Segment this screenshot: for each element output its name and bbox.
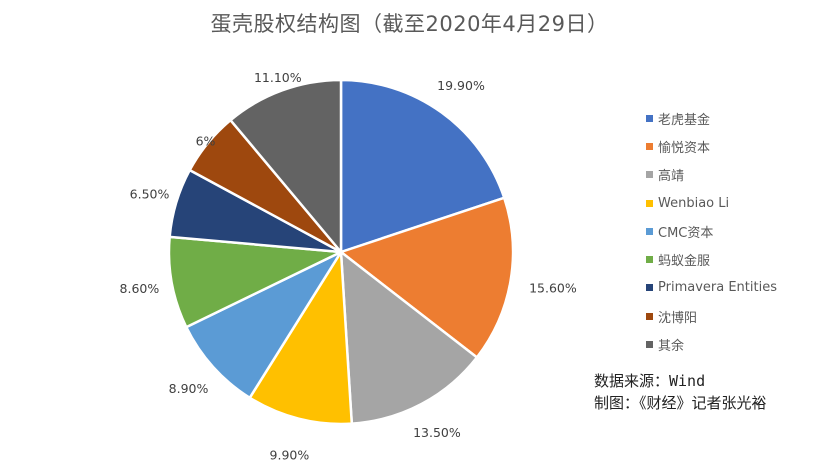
data-labels: 19.90% 15.60% 13.50% 9.90% 8.90% 8.60% 6.50% 6%… xyxy=(120,70,577,463)
data-label: 8.90% xyxy=(169,381,209,396)
pie-slice xyxy=(248,250,354,426)
legend-label: 沈博阳 xyxy=(658,310,698,326)
pie-slice xyxy=(339,196,515,359)
data-source-line: 数据来源：Wind xyxy=(594,372,706,390)
legend-item-tiger-fund: 老虎基金 xyxy=(646,104,777,132)
legend: 老虎基金 愉悦资本 高靖 Wenbiao Li CMC资本 蚂蚁金服 Prima… xyxy=(646,104,777,359)
pie-slice xyxy=(229,78,343,254)
author-credit-line: 制图：《财经》记者张光裕 xyxy=(594,394,767,412)
legend-item-others: 其余 xyxy=(646,330,777,358)
data-label: 8.60% xyxy=(120,281,160,296)
data-label: 15.60% xyxy=(529,280,577,295)
data-label: 9.90% xyxy=(270,448,310,463)
legend-label: 蚂蚁金服 xyxy=(658,254,711,270)
pie-slices xyxy=(167,78,515,426)
legend-swatch-icon xyxy=(646,114,653,122)
legend-swatch-icon xyxy=(646,227,653,235)
legend-label: 高靖 xyxy=(658,169,685,185)
legend-label: 老虎基金 xyxy=(658,112,711,128)
data-label: 19.90% xyxy=(437,78,485,93)
data-label: 6% xyxy=(196,133,216,148)
legend-item-ant-financial: 蚂蚁金服 xyxy=(646,245,777,273)
chart-title: 蛋壳股权结构图（截至2020年4月29日） xyxy=(210,12,609,36)
pie-slice xyxy=(339,250,479,425)
legend-swatch-icon xyxy=(646,341,653,349)
legend-item-cmc-capital: CMC资本 xyxy=(646,217,777,245)
legend-label: CMC资本 xyxy=(658,225,714,241)
data-label: 11.10% xyxy=(254,70,302,85)
pie-slice xyxy=(185,250,343,400)
legend-item-shen-boyang: 沈博阳 xyxy=(646,302,777,330)
legend-swatch-icon xyxy=(646,312,653,320)
legend-swatch-icon xyxy=(646,142,653,150)
legend-item-joy-capital: 愉悦资本 xyxy=(646,132,777,160)
legend-item-wenbiao-li: Wenbiao Li xyxy=(646,189,777,217)
legend-label: Wenbiao Li xyxy=(658,195,730,211)
source-note: 数据来源：Wind 制图：《财经》记者张光裕 xyxy=(594,370,767,414)
legend-swatch-icon xyxy=(646,199,653,207)
pie-slice xyxy=(167,235,343,329)
legend-item-gao-jing: 高靖 xyxy=(646,161,777,189)
legend-swatch-icon xyxy=(646,256,653,264)
legend-label: 愉悦资本 xyxy=(658,140,711,156)
data-label: 6.50% xyxy=(130,186,170,201)
legend-label: 其余 xyxy=(658,339,685,355)
legend-label: Primavera Entities xyxy=(658,280,777,296)
legend-swatch-icon xyxy=(646,284,653,292)
pie-slice xyxy=(339,78,506,254)
legend-swatch-icon xyxy=(646,171,653,179)
legend-item-primavera: Primavera Entities xyxy=(646,274,777,302)
data-label: 13.50% xyxy=(413,425,461,440)
